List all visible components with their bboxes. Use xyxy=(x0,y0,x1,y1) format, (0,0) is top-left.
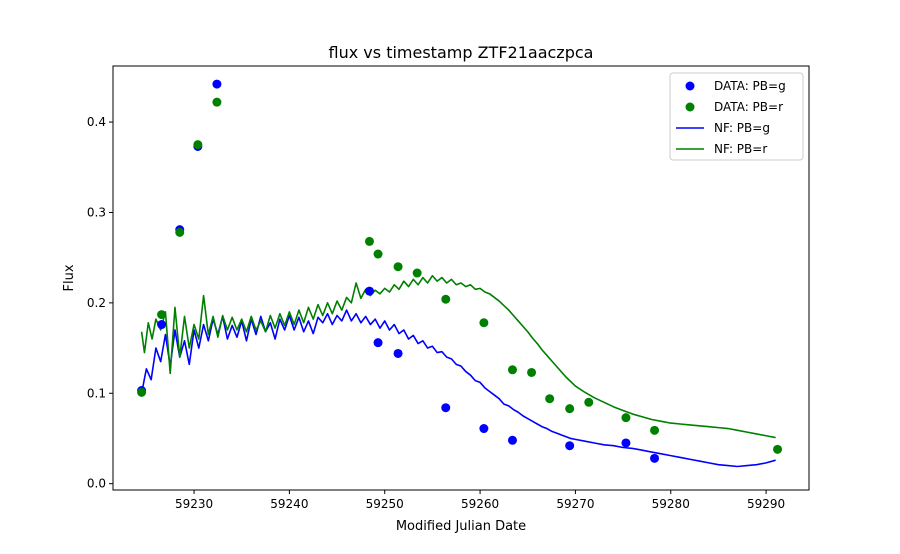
x-tick-label: 59290 xyxy=(747,497,785,511)
data-point-g xyxy=(479,424,489,434)
chart-title: flux vs timestamp ZTF21aaczpca xyxy=(329,43,594,62)
data-point-r xyxy=(773,444,783,454)
data-point-g xyxy=(565,441,575,451)
y-tick-label: 0.1 xyxy=(87,386,106,400)
data-point-g xyxy=(157,320,167,330)
data-point-r xyxy=(373,249,383,259)
data-point-g xyxy=(650,453,660,463)
y-tick-label: 0.3 xyxy=(87,205,106,219)
data-point-r xyxy=(412,268,422,278)
legend-label: NF: PB=g xyxy=(714,121,770,135)
legend-label: NF: PB=r xyxy=(714,142,767,156)
data-point-r xyxy=(584,397,594,407)
plot-area xyxy=(137,79,783,468)
legend-marker xyxy=(685,81,695,91)
data-point-r xyxy=(364,236,374,246)
data-point-g xyxy=(621,438,631,448)
data-point-r xyxy=(621,413,631,423)
data-point-g xyxy=(441,403,451,413)
legend-box xyxy=(669,72,804,161)
legend-marker xyxy=(685,102,695,112)
data-point-r xyxy=(175,227,185,237)
y-axis-label: Flux xyxy=(62,264,77,291)
legend-label: DATA: PB=g xyxy=(714,79,786,93)
data-point-r xyxy=(157,310,167,320)
data-point-r xyxy=(137,387,147,397)
data-point-g xyxy=(364,286,374,296)
y-axis: 0.0 0.1 0.2 0.3 0.4 xyxy=(87,115,113,491)
x-tick-label: 59260 xyxy=(461,497,499,511)
data-point-r xyxy=(545,394,555,404)
y-tick-label: 0.4 xyxy=(87,115,106,129)
data-point-r xyxy=(507,365,517,375)
legend: DATA: PB=g DATA: PB=r NF: PB=g NF: PB=r xyxy=(669,72,804,161)
series-line-nf-g xyxy=(140,309,776,468)
y-tick-label: 0.0 xyxy=(87,477,106,491)
y-tick-label: 0.2 xyxy=(87,296,106,310)
data-point-g xyxy=(373,338,383,348)
data-point-r xyxy=(650,425,660,435)
data-point-r xyxy=(393,262,403,272)
legend-label: DATA: PB=r xyxy=(714,100,783,114)
x-tick-label: 59240 xyxy=(270,497,308,511)
x-tick-label: 59270 xyxy=(556,497,594,511)
series-line-nf-r xyxy=(140,274,776,439)
data-point-r xyxy=(193,140,203,150)
x-axis: 59230 59240 59250 59260 59270 59280 59290 xyxy=(175,490,785,511)
data-point-r xyxy=(565,404,575,414)
data-point-g xyxy=(212,79,222,89)
x-tick-label: 59250 xyxy=(366,497,404,511)
data-point-r xyxy=(441,294,451,304)
data-point-g xyxy=(507,435,517,445)
data-point-r xyxy=(212,97,222,107)
plot-frame xyxy=(112,65,810,491)
x-axis-label: Modified Julian Date xyxy=(396,519,526,534)
x-tick-label: 59280 xyxy=(652,497,690,511)
data-point-r xyxy=(479,318,489,328)
data-point-r xyxy=(527,367,537,377)
data-point-g xyxy=(393,348,403,358)
x-tick-label: 59230 xyxy=(175,497,213,511)
